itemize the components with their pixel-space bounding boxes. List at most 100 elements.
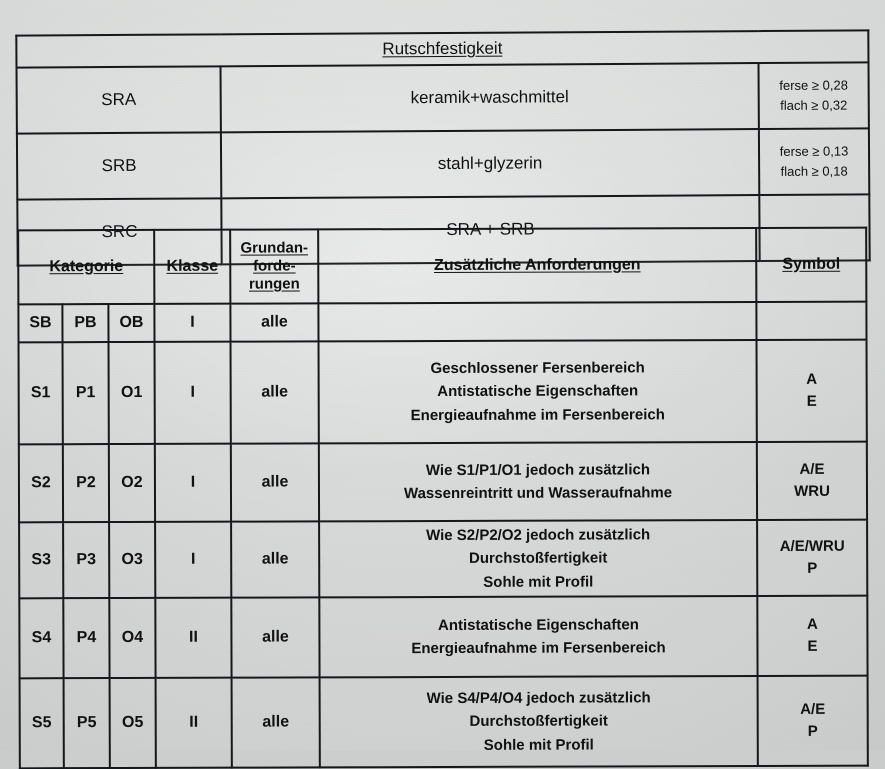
zusatz-line: Sohle mit Profil	[483, 736, 594, 754]
document-sheet: Rutschfestigkeit SRA keramik+waschmittel…	[16, 30, 870, 769]
table-header-row: Kategorie Klasse Grundan- forde- rungen …	[18, 227, 867, 305]
cell-symbol: A/E P	[757, 675, 868, 767]
cell-s-category: S3	[19, 522, 64, 599]
symbol-line: A/E	[799, 460, 825, 478]
cell-s-category: S2	[18, 444, 64, 523]
symbol-line: P	[807, 559, 818, 577]
cell-grundanforderungen: alle	[230, 303, 319, 342]
cell-s-category: S5	[19, 678, 64, 769]
zusatz-line: Durchstoßfertigkeit	[469, 712, 608, 731]
cell-p-category: P2	[62, 444, 110, 523]
column-header-zusatz-text: Zusätzliche Anforderungen	[434, 255, 641, 274]
cell-o-category: O3	[109, 521, 156, 599]
zusatz-line: Wassenreintritt und Wasseraufnahme	[403, 484, 673, 503]
cell-symbol: A/E/WRU P	[757, 519, 868, 597]
cell-symbol: A/E WRU	[756, 441, 868, 521]
column-header-grundanforderungen: Grundan- forde- rungen	[230, 229, 319, 304]
column-header-zusaetzliche-anforderungen: Zusätzliche Anforderungen	[318, 228, 757, 304]
cell-klasse: II	[155, 597, 232, 678]
cell-o-category: O2	[108, 443, 156, 523]
cell-grundanforderungen: alle	[231, 677, 320, 768]
table-row: SB PB OB I alle	[18, 301, 867, 343]
slip-test-cell: stahl+glyzerin	[220, 129, 760, 199]
symbol-line: E	[807, 637, 818, 655]
slip-resistance-title: Rutschfestigkeit	[16, 30, 869, 68]
cell-grundanforderungen: alle	[231, 521, 320, 598]
cell-s-category: S4	[19, 598, 64, 679]
cell-klasse: I	[154, 341, 231, 444]
cell-klasse: I	[154, 303, 231, 342]
category-table-wrapper: Kategorie Klasse Grundan- forde- rungen …	[17, 227, 869, 769]
column-header-klasse: Klasse	[154, 229, 231, 304]
slip-value-line: flach ≥ 0,32	[780, 97, 848, 113]
table-row: S4 P4 O4 II alle Antistatische Eigenscha…	[19, 595, 868, 679]
zusatz-line: Energieaufnahme im Fersenbereich	[411, 639, 666, 658]
column-header-symbol: Symbol	[756, 227, 867, 303]
slip-value-line: flach ≥ 0,18	[780, 163, 848, 179]
cell-symbol: A E	[756, 339, 867, 443]
column-header-grund-line: forde-	[253, 257, 296, 275]
table-row: SRA keramik+waschmittel ferse ≥ 0,28 fla…	[16, 62, 869, 134]
cell-symbol	[756, 301, 867, 341]
table-row: S3 P3 O3 I alle Wie S2/P2/O2 jedoch zusä…	[19, 519, 868, 599]
cell-p-category: P1	[62, 342, 109, 445]
slip-value-line: ferse ≥ 0,13	[779, 143, 849, 159]
cell-p-category: PB	[62, 304, 109, 343]
cell-klasse: I	[155, 521, 232, 598]
cell-zusatz: Wie S1/P1/O1 jedoch zusätzlich Wassenrei…	[318, 442, 758, 522]
cell-s-category: S1	[18, 342, 63, 445]
cell-zusatz: Wie S2/P2/O2 jedoch zusätzlich Durchstoß…	[319, 520, 758, 598]
symbol-line: A	[806, 370, 818, 388]
cell-zusatz: Geschlossener Fersenbereich Antistatisch…	[318, 340, 757, 444]
cell-p-category: P3	[63, 522, 110, 599]
zusatz-line: Energieaufnahme im Fersenbereich	[410, 405, 665, 424]
zusatz-line: Durchstoßfertigkeit	[469, 549, 608, 568]
paper-background	[0, 0, 885, 750]
table-row: S5 P5 O5 II alle Wie S4/P4/O4 jedoch zus…	[19, 675, 868, 769]
cell-o-category: O4	[109, 597, 156, 679]
slip-test-cell: keramik+waschmittel	[220, 63, 759, 133]
column-header-klasse-text: Klasse	[166, 257, 219, 275]
zusatz-line: Wie S4/P4/O4 jedoch zusätzlich	[426, 689, 651, 708]
symbol-line: E	[806, 392, 817, 410]
column-header-kategorie-text: Kategorie	[49, 257, 124, 275]
slip-value-line: ferse ≥ 0,28	[779, 77, 848, 93]
cell-o-category: OB	[108, 303, 155, 343]
category-table: Kategorie Klasse Grundan- forde- rungen …	[17, 227, 869, 769]
cell-symbol: A E	[757, 595, 868, 677]
cell-zusatz: Antistatische Eigenschaften Energieaufna…	[319, 596, 758, 678]
symbol-line: WRU	[794, 482, 830, 500]
cell-zusatz	[318, 302, 757, 342]
cell-grundanforderungen: alle	[230, 443, 320, 522]
slip-resistance-title-text: Rutschfestigkeit	[382, 38, 503, 59]
column-header-grund-line: Grundan-	[240, 239, 309, 258]
symbol-line: P	[807, 722, 818, 740]
slip-code-cell: SRA	[16, 66, 221, 134]
cell-p-category: P5	[63, 678, 110, 769]
cell-s-category: SB	[18, 304, 63, 343]
cell-klasse: I	[154, 443, 232, 522]
cell-p-category: P4	[63, 598, 110, 679]
slip-value-cell: ferse ≥ 0,28 flach ≥ 0,32	[758, 62, 869, 130]
cell-klasse: II	[155, 677, 232, 768]
cell-grundanforderungen: alle	[231, 597, 320, 678]
zusatz-line: Antistatische Eigenschaften	[437, 616, 639, 634]
cell-grundanforderungen: alle	[230, 341, 319, 444]
zusatz-line: Antistatische Eigenschaften	[437, 382, 639, 401]
zusatz-line: Geschlossener Fersenbereich	[430, 359, 645, 378]
zusatz-line: Wie S2/P2/O2 jedoch zusätzlich	[426, 526, 651, 545]
cell-zusatz: Wie S4/P4/O4 jedoch zusätzlich Durchstoß…	[319, 676, 758, 768]
slip-code-cell: SRB	[16, 132, 222, 200]
column-header-symbol-text: Symbol	[782, 255, 841, 273]
table-row: SRB stahl+glyzerin ferse ≥ 0,13 flach ≥ …	[16, 128, 870, 200]
symbol-line: A/E/WRU	[779, 537, 845, 555]
column-header-grund-line: rungen	[248, 275, 300, 293]
zusatz-line: Sohle mit Profil	[483, 573, 594, 591]
slip-value-cell: ferse ≥ 0,13 flach ≥ 0,18	[758, 128, 870, 196]
column-header-kategorie: Kategorie	[18, 229, 155, 305]
symbol-line: A	[806, 615, 818, 633]
table-row: S1 P1 O1 I alle Geschlossener Fersenbere…	[18, 339, 867, 445]
symbol-line: A/E	[800, 700, 826, 718]
cell-o-category: O5	[109, 677, 156, 769]
zusatz-line: Wie S1/P1/O1 jedoch zusätzlich	[425, 461, 651, 479]
